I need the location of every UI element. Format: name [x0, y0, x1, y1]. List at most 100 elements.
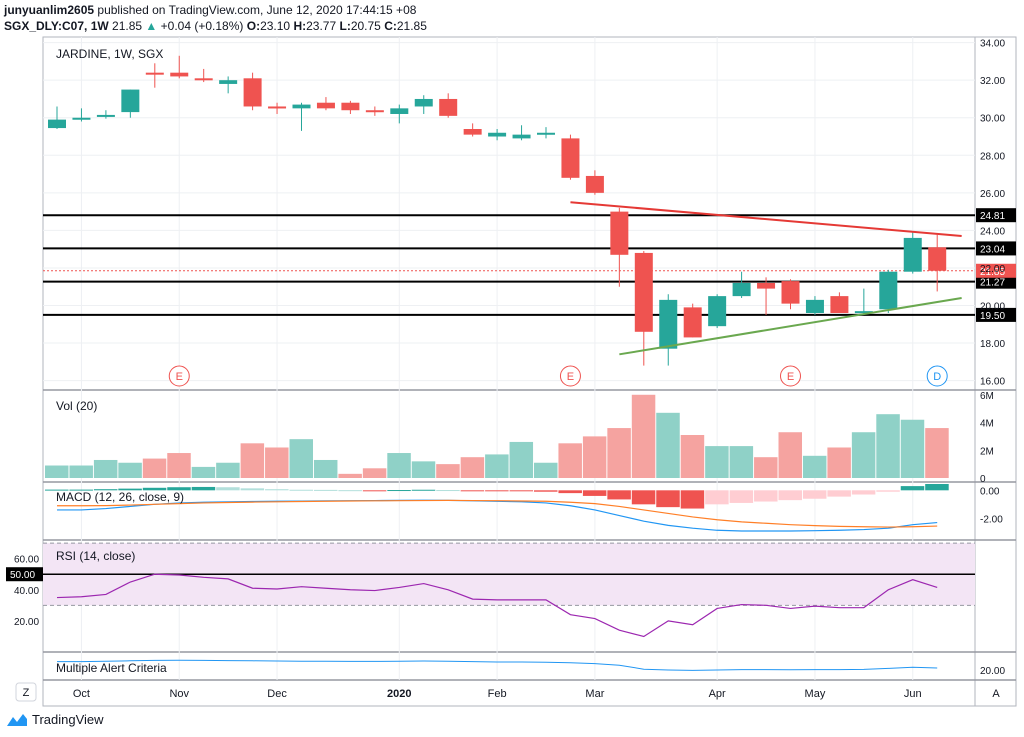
candle-body: [708, 296, 727, 327]
macd-histogram-bar: [558, 490, 582, 494]
macd-histogram-bar: [876, 490, 900, 492]
macd-histogram-bar: [142, 487, 167, 491]
macd-title: MACD (12, 26, close, 9): [56, 490, 184, 504]
macd-histogram-bar: [754, 490, 778, 502]
last-price-label: 21.85: [980, 267, 1005, 278]
volume-bars: [45, 394, 949, 478]
macd-histogram-bar: [778, 490, 802, 501]
candle-body: [903, 237, 922, 272]
macd-histogram-bar: [509, 490, 534, 492]
macd-histogram-bar: [631, 490, 656, 505]
volume-bar: [558, 443, 582, 478]
macd-histogram-bar: [534, 490, 558, 492]
rsi-line: [56, 573, 938, 638]
volume-bar: [118, 462, 142, 478]
macd-histogram-bar: [411, 489, 436, 491]
candle-body: [170, 72, 189, 77]
candle-body: [365, 110, 384, 113]
alert-criteria-line: [57, 659, 938, 671]
last-price-text: 21.85: [112, 19, 143, 33]
volume-title: Vol (20): [56, 399, 97, 413]
publish-info: junyuanlim2605 published on TradingView.…: [4, 3, 416, 17]
macd-panel: [45, 484, 949, 532]
macd-histogram-bar: [45, 489, 69, 491]
candle-body: [561, 138, 580, 178]
earnings-marker: [168, 365, 190, 387]
earnings-marker: [780, 365, 801, 387]
brand-name: TradingView: [32, 712, 104, 727]
y-tick-label: 24.00: [980, 226, 1005, 237]
candle-body: [292, 104, 311, 109]
macd-tick-label: 0.00: [980, 486, 1000, 497]
macd-histogram-bar: [680, 490, 705, 509]
level-tag: [976, 274, 1016, 289]
volume-bar: [338, 473, 362, 478]
rsi-tick-label: 60.00: [14, 555, 39, 566]
volume-bar: [729, 446, 754, 478]
volume-bar: [45, 465, 69, 478]
candle-body: [512, 134, 531, 139]
macd-histogram-bar: [851, 490, 876, 495]
macd-histogram-bar: [705, 490, 729, 505]
volume-bar: [778, 432, 802, 478]
macd-histogram-bar: [240, 488, 265, 491]
candle-body: [488, 132, 507, 137]
candle-body: [121, 89, 140, 113]
x-tick-label: Feb: [488, 688, 507, 700]
author-name[interactable]: junyuanlim2605: [4, 3, 95, 17]
volume-bar: [607, 428, 631, 478]
volume-bar: [69, 465, 93, 478]
y-tick-label: 28.00: [980, 151, 1005, 162]
open-value: 23.10: [260, 19, 291, 33]
candle-body: [781, 281, 800, 304]
candle-body: [634, 252, 653, 332]
y-tick-label: 30.00: [980, 114, 1005, 125]
macd-histogram-bar: [313, 489, 338, 491]
candle-body: [341, 102, 360, 111]
volume-bar: [680, 435, 705, 478]
volume-bar: [582, 436, 607, 478]
candle-body: [72, 117, 91, 120]
dividend-marker-label: D: [933, 371, 941, 383]
level-tag: [976, 241, 1016, 256]
rsi-panel: 50.00: [6, 567, 975, 638]
trendlines: [570, 201, 962, 356]
volume-bar: [876, 414, 900, 478]
macd-tick-label: -2.00: [980, 514, 1003, 525]
volume-bar: [509, 441, 534, 478]
x-tick-label: Apr: [709, 688, 726, 700]
macd-histogram-bar: [362, 490, 387, 492]
y-tick-label: 20.00: [980, 302, 1005, 313]
grid-lines: [43, 37, 975, 680]
candle-body: [414, 98, 433, 107]
level-tag: [976, 208, 1016, 223]
rsi-midline-label: 50.00: [10, 570, 35, 581]
volume-bar: [289, 439, 313, 478]
open-label: O:: [246, 19, 261, 33]
earnings-marker-label: E: [567, 371, 574, 383]
trendline-resistance: [570, 201, 962, 238]
signal-line: [57, 499, 938, 528]
macd-histogram-bar: [289, 489, 313, 491]
macd-histogram-bar: [460, 490, 485, 492]
level-tag: [976, 307, 1016, 322]
candle-body: [316, 102, 335, 109]
tradingview-brand[interactable]: TradingView: [6, 712, 104, 727]
tradingview-logo-icon: [7, 713, 27, 726]
candle-body: [145, 72, 164, 75]
candle-body: [854, 311, 873, 314]
x-tick-label: May: [805, 688, 826, 700]
volume-bar: [142, 458, 167, 478]
macd-histogram-bar: [802, 490, 827, 499]
high-label: H:: [293, 19, 307, 33]
auto-scale-label: A: [992, 688, 1000, 700]
earnings-marker-label: E: [787, 371, 794, 383]
main-title: JARDINE, 1W, SGX: [56, 47, 163, 61]
macd-histogram-bar: [827, 490, 851, 497]
candle-body: [537, 132, 555, 135]
volume-bar: [485, 454, 509, 478]
candle-body: [439, 98, 458, 116]
volume-bar: [534, 462, 558, 478]
dividend-marker: [926, 365, 948, 387]
